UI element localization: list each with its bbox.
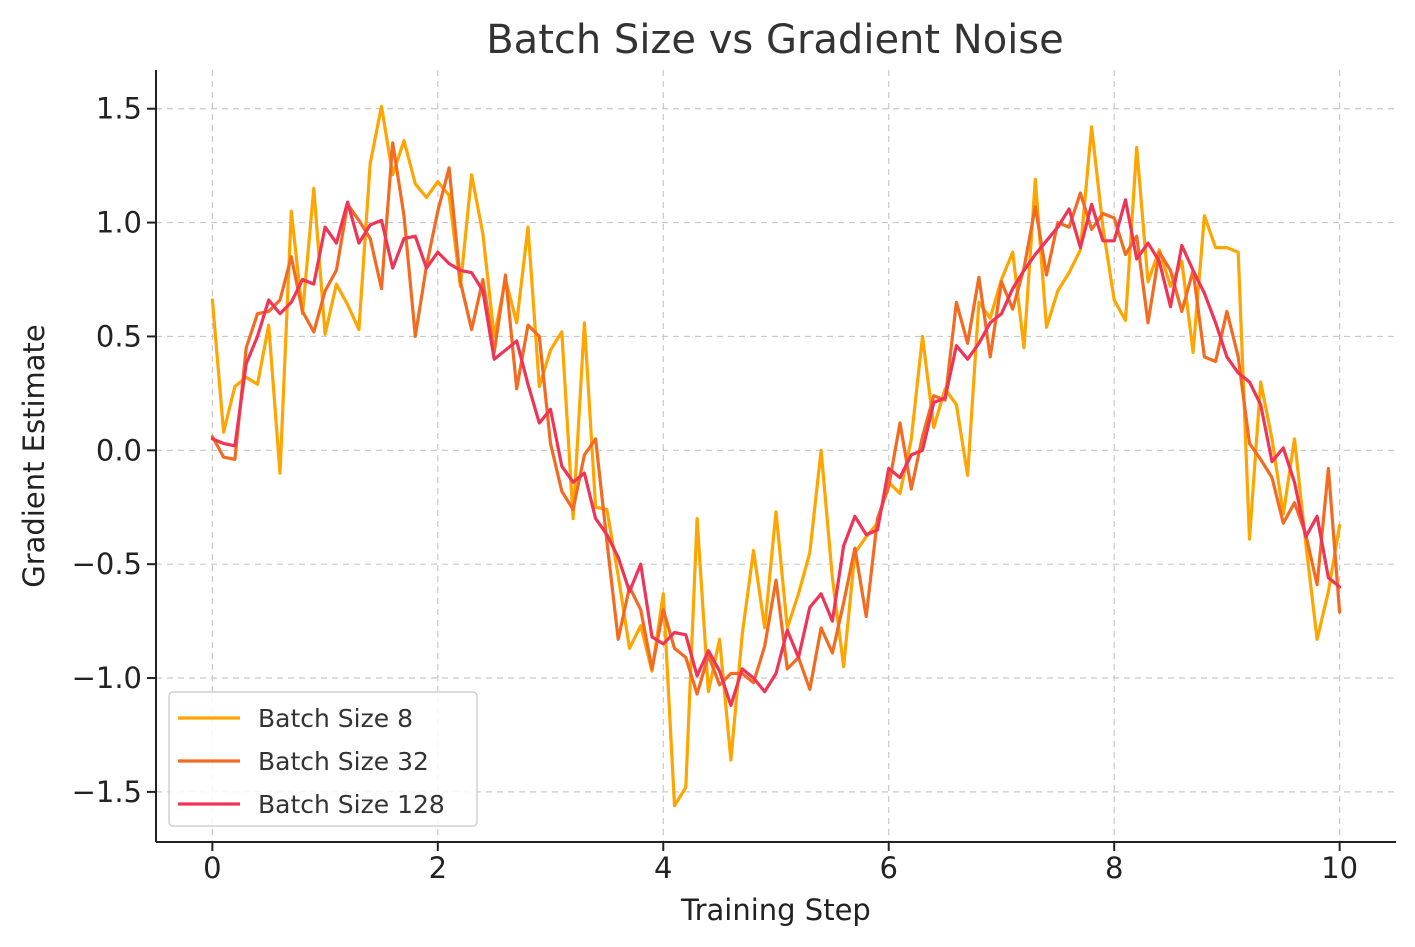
legend-label-3: Batch Size 128 [258, 790, 445, 819]
y-axis-label: Gradient Estimate [17, 324, 51, 588]
chart-title: Batch Size vs Gradient Noise [486, 17, 1064, 63]
x-tick-label: 2 [429, 851, 447, 885]
y-tick-label: 1.0 [96, 206, 142, 240]
x-tick-label: 4 [654, 851, 672, 885]
y-tick-label: 0.0 [96, 433, 142, 467]
y-tick-label: 1.5 [96, 92, 142, 126]
x-tick-label: 8 [1105, 851, 1123, 885]
x-axis-label: Training Step [680, 893, 871, 927]
series-lines [210, 104, 1342, 808]
legend-label-1: Batch Size 8 [258, 704, 413, 733]
y-tick-label: 0.5 [96, 319, 142, 353]
legend: Batch Size 8 Batch Size 32 Batch Size 128 [168, 691, 478, 827]
legend-label-2: Batch Size 32 [258, 747, 429, 776]
legend-box [168, 691, 478, 827]
x-tick-label: 6 [880, 851, 898, 885]
series-line-2 [210, 141, 1342, 696]
x-tick-label: 0 [203, 851, 221, 885]
series-line-1 [210, 104, 1342, 808]
y-tick-label: −1.5 [72, 775, 142, 809]
y-tick-label: −1.0 [72, 661, 142, 695]
series-line-3 [210, 198, 1342, 708]
y-tick-label: −0.5 [72, 547, 142, 581]
ticks: 0 2 4 6 8 10 −1.5 −1.0 −0.5 0.0 0.5 1.0 1.5 [72, 92, 1359, 885]
axes [155, 70, 1396, 843]
x-tick-label: 10 [1321, 851, 1358, 885]
